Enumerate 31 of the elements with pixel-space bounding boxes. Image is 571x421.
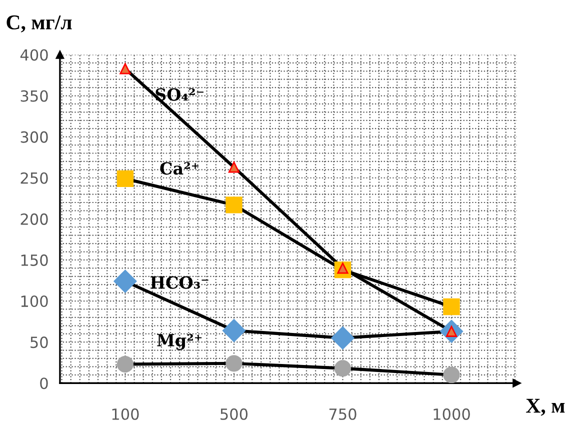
y-tick-label: 200 xyxy=(20,213,48,225)
point xyxy=(222,319,246,342)
x-tick-label: 100 xyxy=(112,408,139,420)
x-tick-label: 500 xyxy=(220,408,248,420)
point xyxy=(226,355,242,372)
y-axis-title: C, мг/л xyxy=(6,15,72,32)
point xyxy=(443,298,460,316)
point xyxy=(226,196,242,214)
point xyxy=(228,162,240,173)
point xyxy=(334,360,352,377)
y-tick-label: 350 xyxy=(20,90,48,102)
series-label: SO₄²⁻ xyxy=(156,88,204,101)
y-tick-label: 0 xyxy=(40,378,48,390)
y-tick-label: 100 xyxy=(21,295,48,308)
point xyxy=(116,356,134,373)
point xyxy=(443,366,460,384)
series-label: HCO₃⁻ xyxy=(150,276,208,289)
x-tick-label: 1000 xyxy=(434,408,470,420)
y-tick-label: 400 xyxy=(20,49,48,61)
x-axis-title: X, м xyxy=(526,398,565,416)
y-tick-label: 150 xyxy=(21,254,48,266)
series-label: Mg²⁺ xyxy=(157,334,202,350)
y-tick-label: 250 xyxy=(20,172,48,184)
y-tick-label: 300 xyxy=(20,131,48,143)
x-tick-label: 750 xyxy=(329,408,356,420)
point xyxy=(114,270,137,293)
point xyxy=(120,63,131,74)
series-label: Ca²⁺ xyxy=(160,162,199,175)
point xyxy=(116,170,134,188)
y-tick-label: 50 xyxy=(30,336,48,348)
point xyxy=(331,326,354,350)
